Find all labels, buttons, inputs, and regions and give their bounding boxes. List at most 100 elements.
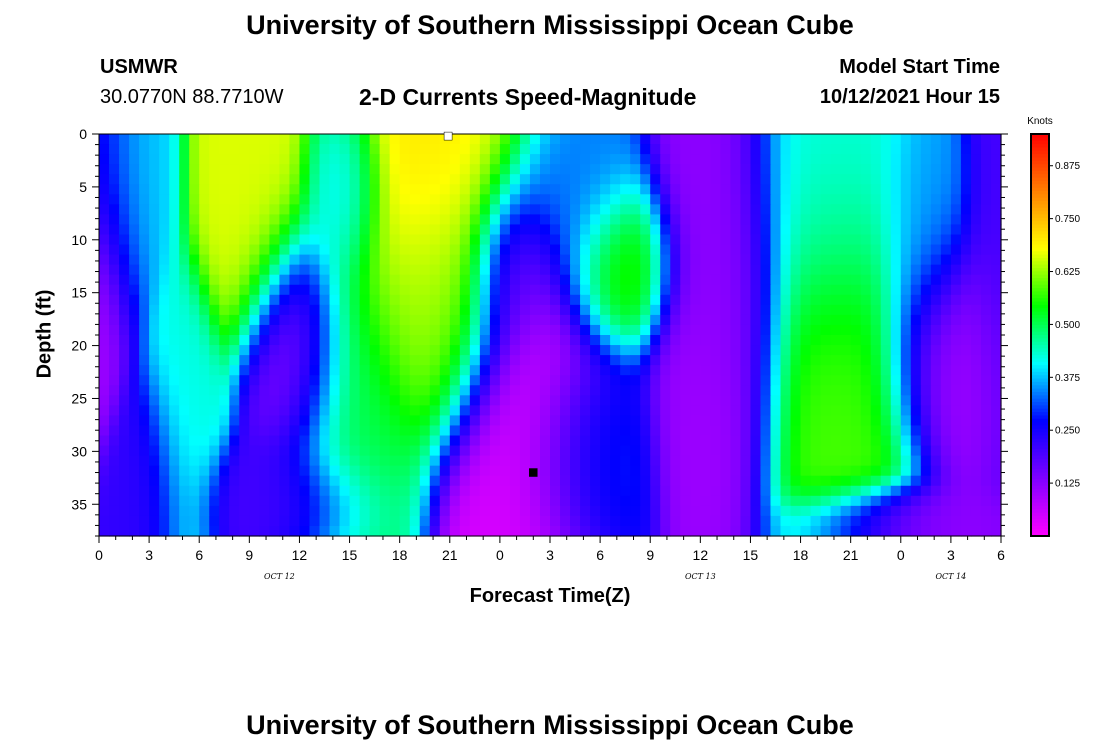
heatmap-cell <box>820 264 832 276</box>
heatmap-cell <box>950 274 962 286</box>
heatmap-cell <box>600 144 611 155</box>
heatmap-cell <box>970 445 982 457</box>
heatmap-cell <box>479 304 491 316</box>
heatmap-cell <box>830 314 842 326</box>
heatmap-cell <box>560 435 571 447</box>
heatmap-cell <box>339 425 351 437</box>
heatmap-cell <box>980 475 992 487</box>
heatmap-cell <box>870 194 882 205</box>
heatmap-cell <box>830 164 842 175</box>
heatmap-cell <box>529 294 541 306</box>
heatmap-cell <box>209 475 220 487</box>
heatmap-cell <box>169 515 180 527</box>
heatmap-cell <box>409 324 421 336</box>
colorbar-band <box>1031 338 1049 343</box>
heatmap-cell <box>730 244 742 256</box>
heatmap-cell <box>650 435 661 447</box>
heatmap-cell <box>199 234 210 246</box>
heatmap-cell <box>289 335 301 346</box>
heatmap-cell <box>870 164 882 175</box>
heatmap-cell <box>179 475 190 487</box>
heatmap-cell <box>910 375 922 386</box>
heatmap-cell <box>930 134 942 145</box>
heatmap-cell <box>640 284 651 296</box>
heatmap-cell <box>309 355 321 366</box>
heatmap-cell <box>630 164 641 175</box>
heatmap-cell <box>449 204 461 215</box>
heatmap-cell <box>590 335 601 346</box>
heatmap-cell <box>820 485 832 497</box>
heatmap-cell <box>459 164 471 175</box>
heatmap-cell <box>379 154 391 165</box>
heatmap-cell <box>459 435 471 447</box>
heatmap-cell <box>229 264 240 276</box>
heatmap-cell <box>409 234 421 246</box>
colorbar-band <box>1031 438 1049 443</box>
heatmap-cell <box>119 254 130 266</box>
heatmap-cell <box>239 485 250 497</box>
heatmap-cell <box>690 335 701 346</box>
heatmap-cell <box>950 224 962 236</box>
heatmap-cell <box>830 445 842 457</box>
heatmap-cell <box>680 365 691 376</box>
heatmap-cell <box>820 254 832 266</box>
heatmap-cell <box>760 274 772 286</box>
heatmap-cell <box>399 324 411 336</box>
colorbar-band <box>1031 227 1049 232</box>
heatmap-cell <box>870 294 882 306</box>
heatmap-cell <box>539 365 551 376</box>
heatmap-cell <box>249 345 260 356</box>
heatmap-cell <box>259 515 270 527</box>
heatmap-cell <box>409 214 421 226</box>
heatmap-cell <box>339 154 351 165</box>
heatmap-cell <box>910 304 922 316</box>
heatmap-cell <box>429 355 441 366</box>
colorbar-band <box>1031 422 1049 427</box>
heatmap-cell <box>369 465 381 477</box>
heatmap-cell <box>189 515 200 527</box>
heatmap-cell <box>499 505 511 517</box>
heatmap-cell <box>289 495 301 507</box>
heatmap-cell <box>339 264 351 276</box>
heatmap-cell <box>750 144 762 155</box>
heatmap-cell <box>860 224 872 236</box>
heatmap-cell <box>349 184 361 195</box>
heatmap-cell <box>910 415 922 427</box>
heatmap-cell <box>159 355 170 366</box>
heatmap-cell <box>760 485 772 497</box>
heatmap-cell <box>890 435 902 447</box>
heatmap-cell <box>289 485 301 497</box>
heatmap-cell <box>449 365 461 376</box>
heatmap-cell <box>560 395 571 406</box>
heatmap-cell <box>459 475 471 487</box>
heatmap-cell <box>630 395 641 406</box>
heatmap-cell <box>139 365 150 376</box>
x-axis-label: Forecast Time(Z) <box>469 585 631 607</box>
heatmap-cell <box>570 264 581 276</box>
heatmap-cell <box>389 254 401 266</box>
heatmap-cell <box>189 294 200 306</box>
heatmap-cell <box>610 505 621 517</box>
heatmap-cell <box>720 465 731 477</box>
heatmap-cell <box>269 264 280 276</box>
heatmap-cell <box>399 314 411 326</box>
heatmap-cell <box>620 415 631 427</box>
heatmap-cell <box>529 425 541 437</box>
heatmap-cell <box>149 435 160 447</box>
heatmap-cell <box>369 254 381 266</box>
heatmap-cell <box>249 365 260 376</box>
heatmap-cell <box>920 314 932 326</box>
heatmap-cell <box>770 234 782 246</box>
heatmap-cell <box>630 495 641 507</box>
heatmap-cell <box>189 475 200 487</box>
heatmap-cell <box>670 314 681 326</box>
heatmap-cell <box>900 505 912 517</box>
heatmap-cell <box>99 385 110 396</box>
heatmap-cell <box>690 224 701 236</box>
heatmap-cell <box>539 194 551 205</box>
heatmap-cell <box>730 254 742 266</box>
heatmap-cell <box>550 164 561 175</box>
heatmap-cell <box>369 244 381 256</box>
heatmap-cell <box>309 134 321 145</box>
heatmap-cell <box>790 134 802 145</box>
